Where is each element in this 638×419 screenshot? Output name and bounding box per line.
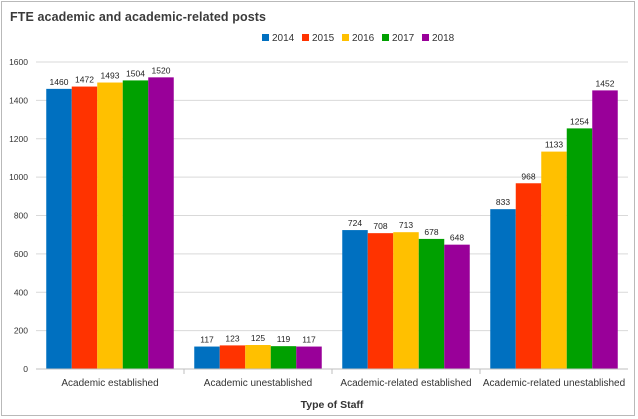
data-label: 708 bbox=[373, 221, 387, 231]
legend: 2014 2015 2016 2017 2018 bbox=[262, 33, 455, 44]
legend-label-2018: 2018 bbox=[432, 33, 455, 44]
bar-2017 bbox=[418, 238, 445, 369]
legend-swatch-2018 bbox=[422, 34, 429, 41]
data-label: 724 bbox=[348, 218, 362, 228]
legend-label-2017: 2017 bbox=[392, 33, 415, 44]
y-tick-label: 800 bbox=[14, 211, 28, 221]
bar-2014 bbox=[194, 346, 220, 369]
data-label: 678 bbox=[424, 227, 438, 237]
bar-2017 bbox=[270, 346, 297, 369]
data-label: 713 bbox=[399, 220, 413, 230]
y-tick-label: 400 bbox=[14, 287, 28, 297]
x-category-label: Academic unestablished bbox=[204, 378, 312, 389]
bar-2015 bbox=[219, 345, 246, 369]
y-axis-ticks: 0 200 400 600 800 1000 1200 1400 1600 bbox=[9, 57, 28, 374]
data-label: 833 bbox=[496, 197, 510, 207]
bar-2017 bbox=[566, 128, 593, 369]
legend-swatch-2014 bbox=[262, 34, 269, 41]
bar-2018 bbox=[148, 77, 174, 369]
data-label: 125 bbox=[251, 333, 265, 343]
bar-2015 bbox=[71, 86, 98, 369]
bar-2016 bbox=[97, 82, 123, 369]
bar-2017 bbox=[122, 80, 149, 370]
x-category-label: Academic established bbox=[61, 378, 158, 389]
data-labels: 1460 1472 1493 1504 1520 117 123 125 119 117 724 70… bbox=[50, 65, 615, 344]
data-label: 1493 bbox=[101, 71, 120, 81]
x-category-label: Academic-related established bbox=[340, 378, 471, 389]
y-tick-label: 1600 bbox=[9, 57, 28, 67]
bar-2014 bbox=[46, 88, 72, 370]
bar-2015 bbox=[367, 233, 394, 369]
data-label: 123 bbox=[225, 333, 239, 343]
legend-swatch-2017 bbox=[382, 34, 389, 41]
data-label: 648 bbox=[450, 233, 464, 243]
bar-2014 bbox=[490, 209, 516, 369]
data-label: 1133 bbox=[545, 140, 564, 150]
data-label: 968 bbox=[521, 171, 535, 181]
data-label: 1452 bbox=[596, 78, 615, 88]
bar-2018 bbox=[296, 346, 322, 369]
data-label: 1504 bbox=[126, 68, 145, 78]
bar-2016 bbox=[541, 151, 567, 369]
bar-2016 bbox=[245, 345, 271, 369]
bar-2016 bbox=[393, 232, 419, 369]
bar-2018 bbox=[444, 244, 470, 369]
data-label: 1460 bbox=[50, 77, 69, 87]
data-label: 1254 bbox=[570, 116, 589, 126]
x-axis-label: Type of Staff bbox=[301, 399, 364, 411]
bars bbox=[46, 77, 618, 370]
y-tick-label: 600 bbox=[14, 249, 28, 259]
y-tick-label: 1400 bbox=[9, 95, 28, 105]
legend-label-2015: 2015 bbox=[312, 33, 335, 44]
y-tick-label: 200 bbox=[14, 326, 28, 336]
legend-label-2016: 2016 bbox=[352, 33, 375, 44]
x-category-label: Academic-related unestablished bbox=[483, 378, 625, 389]
bar-2015 bbox=[515, 183, 542, 369]
y-tick-label: 0 bbox=[23, 364, 28, 374]
y-tick-label: 1200 bbox=[9, 134, 28, 144]
chart-title: FTE academic and academic-related posts bbox=[10, 10, 267, 24]
legend-swatch-2016 bbox=[342, 34, 349, 41]
legend-label-2014: 2014 bbox=[272, 33, 295, 44]
legend-swatch-2015 bbox=[302, 34, 309, 41]
data-label: 119 bbox=[277, 334, 291, 344]
x-axis-categories: Academic established Academic unestablish… bbox=[61, 369, 625, 389]
data-label: 1520 bbox=[152, 65, 171, 75]
bar-2014 bbox=[342, 230, 368, 369]
y-tick-label: 1000 bbox=[9, 172, 28, 182]
data-label: 117 bbox=[200, 335, 214, 345]
data-label: 117 bbox=[302, 335, 316, 345]
bar-2018 bbox=[592, 90, 618, 370]
data-label: 1472 bbox=[75, 75, 94, 85]
